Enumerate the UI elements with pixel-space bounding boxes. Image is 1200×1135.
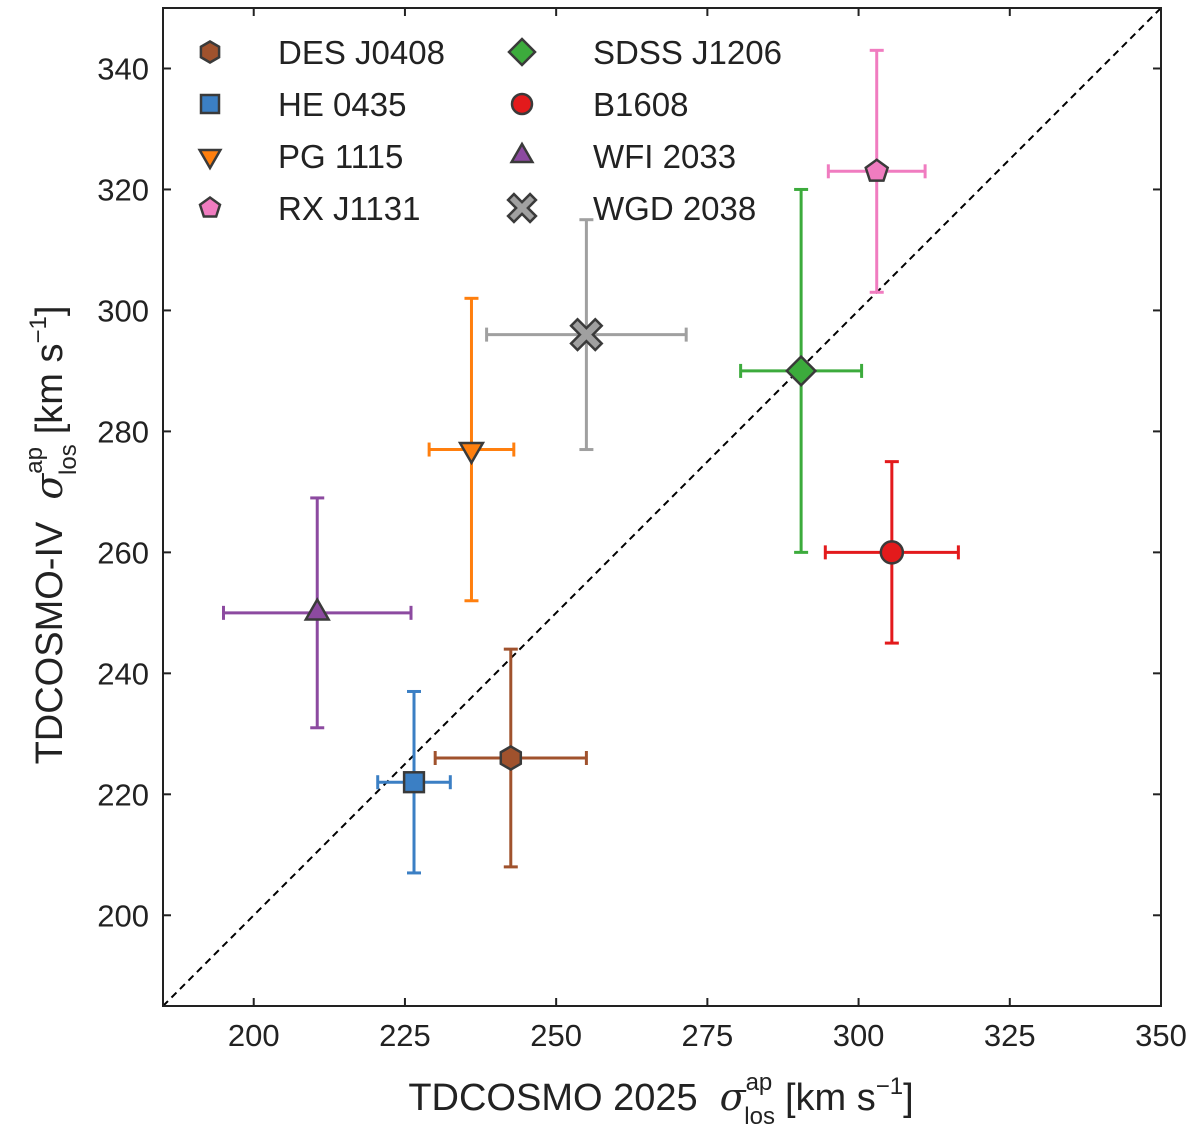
legend-entry-wfi-2033: WFI 2033	[509, 138, 736, 175]
series-sdss-j1206	[739, 187, 864, 554]
plot-frame	[162, 7, 1162, 1007]
legend-marker-wfi-2033	[509, 141, 535, 164]
legend-marker-b1608	[510, 92, 534, 116]
data-point-b1608	[879, 540, 905, 565]
legend: DES J0408 HE 0435 PG 1115 RX J1131 SDSS J120…	[197, 34, 782, 227]
y-tick-label-340: 340	[97, 51, 149, 86]
x-axis-label-main: TDCOSMO 2025	[408, 1077, 697, 1119]
y-axis-label-unit-close: ]	[29, 306, 71, 317]
y-axis-label-symbol: σ	[27, 473, 71, 500]
y-tick-label-280: 280	[97, 414, 149, 449]
legend-entry-sdss-j1206: SDSS J1206	[507, 34, 782, 71]
x-tick-label-200: 200	[228, 1018, 280, 1053]
legend-entry-pg-1115: PG 1115	[197, 138, 403, 175]
x-tick-label-300: 300	[833, 1018, 885, 1053]
legend-label-he-0435: HE 0435	[278, 86, 406, 123]
x-tick-label-225: 225	[379, 1018, 431, 1053]
y-tick-label-200: 200	[97, 898, 149, 933]
y-axis-label-main: TDCOSMO-IV	[29, 521, 71, 764]
data-point-pg-1115	[457, 441, 486, 466]
legend-label-pg-1115: PG 1115	[278, 138, 403, 175]
legend-label-sdss-j1206: SDSS J1206	[593, 34, 782, 71]
legend-marker-sdss-j1206	[507, 37, 537, 67]
legend-entry-b1608: B1608	[510, 86, 688, 123]
x-axis-label-sub: los	[744, 1103, 775, 1130]
legend-entry-wgd-2038: WGD 2038	[506, 190, 756, 227]
y-tick-label-300: 300	[97, 293, 149, 328]
x-axis-label-unit-close: ]	[903, 1077, 914, 1119]
series-rx-j1131	[826, 48, 927, 294]
legend-entry-he-0435: HE 0435	[199, 86, 406, 123]
data-point-sdss-j1206	[785, 354, 818, 387]
y-axis-label-unit-exp: −1	[25, 316, 52, 343]
data-point-rx-j1131	[864, 158, 890, 182]
x-tick-label-325: 325	[984, 1018, 1036, 1053]
data-point-des-j0408	[499, 745, 523, 772]
x-tick-label-275: 275	[681, 1018, 733, 1053]
x-tick-label-250: 250	[530, 1018, 582, 1053]
series-wfi-2033	[221, 496, 413, 730]
legend-marker-pg-1115	[197, 148, 223, 171]
series-he-0435	[376, 689, 452, 875]
legend-label-wfi-2033: WFI 2033	[593, 138, 736, 175]
y-tick-label-320: 320	[97, 172, 149, 207]
series-des-j0408	[433, 647, 588, 869]
y-tick-label-240: 240	[97, 656, 149, 691]
data-point-wfi-2033	[303, 597, 331, 621]
x-tick-label-350: 350	[1135, 1018, 1187, 1053]
legend-marker-rx-j1131	[198, 195, 222, 218]
legend-label-wgd-2038: WGD 2038	[593, 190, 756, 227]
series-wgd-2038	[485, 218, 688, 452]
x-axis-label: TDCOSMO 2025 σap los [km s−1]	[408, 1069, 913, 1130]
x-axis-label-unit: [km s	[785, 1077, 876, 1119]
y-axis-label-unit: [km s	[29, 344, 71, 435]
legend-marker-he-0435	[199, 93, 221, 115]
legend-label-b1608: B1608	[593, 86, 688, 123]
x-axis-label-unit-exp: −1	[876, 1073, 903, 1100]
series-b1608	[823, 460, 960, 645]
x-axis-label-symbol: σ	[720, 1075, 747, 1119]
y-tick-label-260: 260	[97, 535, 149, 570]
y-axis-label: TDCOSMO-IV σap los [km s−1]	[21, 306, 82, 765]
y-axis-label-sub: los	[55, 444, 82, 475]
axis-ticks: 200 225 250 275 300 325 350 200 220 240 260 280 300 3…	[97, 7, 1187, 1053]
legend-marker-des-j0408	[199, 40, 221, 64]
legend-entry-des-j0408: DES J0408	[199, 34, 445, 71]
legend-label-rx-j1131: RX J1131	[278, 190, 420, 227]
one-to-one-line	[162, 7, 1162, 1007]
legend-marker-wgd-2038	[506, 192, 538, 224]
legend-label-des-j0408: DES J0408	[278, 34, 445, 71]
legend-entry-rx-j1131: RX J1131	[198, 190, 420, 227]
plot-area	[162, 7, 1162, 1007]
data-point-wgd-2038	[569, 317, 604, 352]
x-axis-label-sup: ap	[746, 1069, 773, 1096]
y-tick-label-220: 220	[97, 777, 149, 812]
y-axis-label-sup: ap	[21, 447, 48, 474]
series-pg-1115	[427, 296, 516, 603]
data-point-he-0435	[402, 771, 426, 794]
